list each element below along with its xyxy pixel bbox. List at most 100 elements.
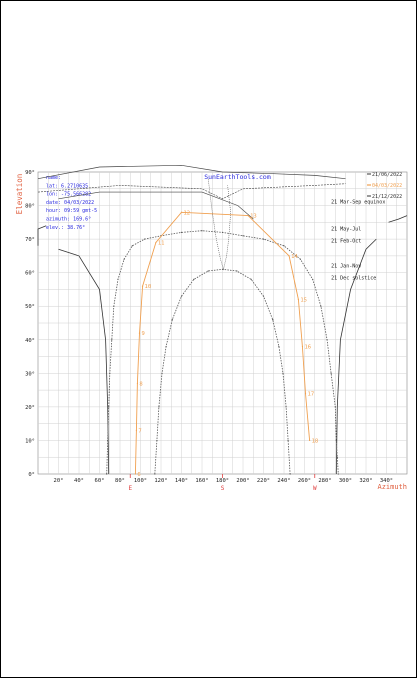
compass-label: W [313,485,317,492]
annotation: 21 Dec solstice [331,275,376,281]
series-point [288,255,290,257]
y-tick-label: 10° [25,438,35,444]
legend-entry: 04/03/2022 [372,183,402,189]
series-point [309,439,311,442]
series-point [123,258,125,260]
series-point [109,372,111,374]
info-line: lat: 6.2710635 [46,183,88,189]
series-point [161,372,163,374]
series-point [289,473,291,475]
hour-label: 16 [304,344,311,350]
y-tick-label: 0° [28,472,35,478]
series-point [113,305,115,307]
series-point [299,258,301,260]
info-line: date: 04/03/2022 [46,200,94,206]
series-point [221,268,224,270]
series-point [156,439,158,442]
x-tick-label: 260° [298,478,311,484]
x-tick-label: 120° [154,478,167,484]
series-point [144,238,146,240]
outer-arc-left-top [37,225,47,246]
hour-label: 10 [145,284,152,290]
series-point [108,406,110,408]
analemma [207,178,232,271]
series-point [154,473,156,475]
series-point [134,473,136,475]
series-point [262,295,265,297]
series-point [136,382,139,384]
x-tick-label: 40° [74,478,84,484]
info-line: elev.: 38.76° [46,225,85,231]
hour-label: 7 [138,428,141,434]
series-point [221,231,224,233]
hour-label: 8 [139,381,142,387]
series-point [107,439,109,442]
series-point [106,473,108,475]
hour-label: 13 [250,214,257,220]
x-tick-label: 300° [339,478,352,484]
series-point [250,278,252,280]
compass-label: E [128,485,132,492]
legend-entry: 21/12/2022 [372,194,402,200]
info-line: hour: 09:59 gmt-5 [46,208,97,214]
info-line: lon: -75.566282 [46,192,91,198]
series-point [337,473,339,475]
series-point [262,238,265,240]
series-point [155,241,157,244]
series-point [326,339,328,341]
series-point [312,278,314,280]
series-point [242,235,244,237]
series-point [180,295,183,297]
hour-loop [37,164,346,180]
series-point [287,439,289,442]
hour-label: 17 [308,391,315,397]
x-tick-label: 160° [195,478,208,484]
series-point [247,215,249,217]
x-tick-label: 320° [359,478,372,484]
x-tick-label: 180° [216,478,229,484]
annotation: 21 Mar-Sep equinox [331,200,385,206]
series-point [283,245,285,247]
series-point [141,285,144,287]
series-point [336,456,338,458]
y-axis-title: Elevation [15,174,24,215]
y-tick-label: 20° [25,405,35,411]
hour-loop [58,191,254,220]
x-tick-label: 340° [380,478,393,484]
x-tick-label: 20° [54,478,64,484]
x-axis-title: Azimuth [377,483,407,491]
annotation: 21 May-Jul [331,227,361,233]
series-point [320,305,322,307]
y-tick-label: 90° [25,170,35,176]
hour-loop [37,183,346,200]
series-point [171,319,173,321]
x-tick-label: 80° [115,478,125,484]
series-point [138,332,141,334]
chart-title: SunEarthTools.com [204,173,271,181]
hour-label: 9 [141,331,144,337]
series-point [180,231,183,233]
y-tick-label: 70° [25,237,35,243]
x-tick-label: 240° [277,478,290,484]
x-tick-label: 60° [95,478,105,484]
series-point [131,245,133,247]
series-line [106,230,339,475]
info-line: azimuth: 169.6° [46,217,91,223]
outer-arc-right [335,238,377,475]
series-point [272,319,274,321]
series-point [301,345,304,348]
annotation: 21 Jan-Nov [331,264,361,270]
x-tick-label: 100° [134,478,147,484]
hour-label: 12 [184,210,191,216]
series-point [111,339,113,341]
series-point [236,270,238,272]
series-point [117,278,119,280]
info-line: name: [46,175,61,181]
series-point [278,345,280,348]
hour-label: 11 [158,240,165,246]
series-point [201,230,203,232]
series-point [158,406,160,408]
series-point [180,211,183,213]
series-point [285,406,287,408]
